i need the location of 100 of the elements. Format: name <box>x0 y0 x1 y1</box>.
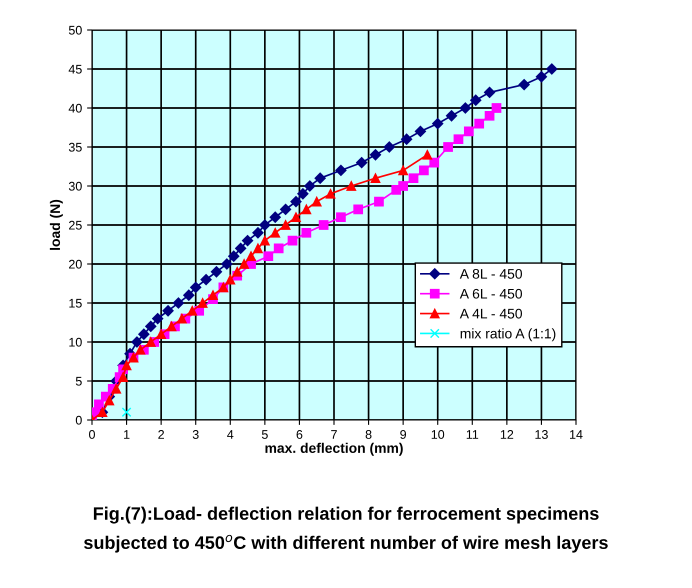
point <box>166 322 176 332</box>
point <box>484 86 496 98</box>
point <box>384 141 395 153</box>
point <box>225 274 236 284</box>
legend-label: A 4L - 450 <box>460 308 522 319</box>
point <box>454 134 464 144</box>
x-tick-label: 6 <box>296 430 302 439</box>
x-tick-label: 10 <box>432 430 444 439</box>
point <box>270 228 280 238</box>
point <box>104 396 114 406</box>
point <box>470 94 482 106</box>
point <box>398 166 408 176</box>
point <box>446 110 458 122</box>
point <box>208 290 218 300</box>
point <box>370 149 382 160</box>
point <box>432 118 444 130</box>
point <box>335 164 347 176</box>
point <box>253 244 263 254</box>
point <box>464 126 474 136</box>
x-tick-label: 13 <box>535 430 548 439</box>
y-tick-label: 5 <box>76 376 82 386</box>
point <box>422 150 432 160</box>
point <box>232 266 242 277</box>
point <box>242 234 254 246</box>
point <box>145 320 156 332</box>
point <box>131 336 143 348</box>
x-tick-label: 11 <box>466 430 478 439</box>
point <box>136 344 146 355</box>
point <box>228 250 240 262</box>
point <box>198 298 208 308</box>
point <box>301 228 312 238</box>
point <box>408 173 418 184</box>
point <box>235 242 246 254</box>
point <box>460 102 471 114</box>
x-axis-title: max. deflection (mm) <box>265 442 403 456</box>
point <box>443 142 453 152</box>
legend-label: mix ratio A (1:1) <box>460 328 556 342</box>
point <box>280 220 290 230</box>
point <box>274 244 284 254</box>
legend-label: A 8L - 450 <box>460 268 522 279</box>
y-tick-label: 40 <box>68 104 82 113</box>
point <box>94 400 104 410</box>
point <box>301 204 312 214</box>
y-tick-label: 25 <box>69 220 82 230</box>
point <box>152 312 164 324</box>
y-tick-label: 30 <box>68 182 82 191</box>
point <box>346 181 356 191</box>
point <box>172 297 184 309</box>
point <box>138 328 150 340</box>
x-tick-label: 9 <box>400 430 406 439</box>
y-tick-label: 0 <box>76 416 82 425</box>
point <box>260 236 270 246</box>
point <box>162 305 174 316</box>
y-tick-label: 20 <box>69 260 82 269</box>
point <box>259 219 270 231</box>
y-tick-label: 10 <box>69 338 82 347</box>
text: Fig.(7):Load- deflection relation for ferrocement specimens subjected to 450$^{o}$C with different number of wire mesh layers <box>84 506 608 553</box>
y-tick-label: 50 <box>68 26 82 35</box>
x-tick-label: 1 <box>124 430 130 439</box>
point <box>400 134 412 145</box>
point <box>536 71 548 82</box>
point <box>291 212 301 222</box>
point <box>252 227 264 238</box>
x-tick-label: 7 <box>331 430 337 439</box>
point <box>111 384 122 394</box>
point <box>122 407 132 418</box>
point <box>518 78 530 90</box>
point <box>318 220 328 230</box>
point <box>183 290 194 301</box>
point <box>474 118 484 128</box>
point <box>187 306 198 316</box>
point <box>210 266 222 278</box>
point <box>398 181 408 191</box>
point <box>374 196 384 206</box>
point <box>190 282 202 294</box>
point <box>290 196 302 208</box>
point <box>419 166 429 176</box>
legend-label: A 6L - 450 <box>460 288 522 299</box>
point <box>246 251 256 262</box>
point <box>353 204 364 214</box>
x-tick-label: 12 <box>500 430 514 439</box>
x-tick-label: 2 <box>158 430 164 439</box>
point <box>200 274 212 286</box>
point <box>146 337 156 347</box>
point <box>239 259 249 269</box>
point <box>270 212 281 223</box>
x-tick-label: 0 <box>89 430 95 439</box>
point <box>312 196 322 206</box>
x-tick-label: 14 <box>570 430 583 439</box>
x-tick-label: 4 <box>227 430 234 439</box>
point <box>288 236 298 246</box>
point <box>263 251 274 262</box>
point <box>304 180 316 192</box>
y-tick-label: 15 <box>69 298 82 308</box>
x-tick-label: 5 <box>262 430 268 439</box>
point <box>370 173 380 184</box>
point <box>546 63 558 75</box>
y-axis-title: load (N) <box>50 200 63 250</box>
point <box>314 172 326 184</box>
point <box>429 158 440 168</box>
